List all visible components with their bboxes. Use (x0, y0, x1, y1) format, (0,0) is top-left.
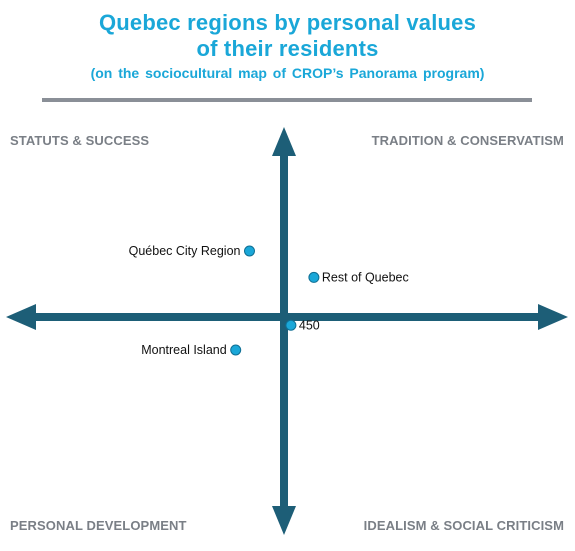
data-point: Rest of Quebec (308, 270, 409, 284)
data-point-label: Rest of Quebec (322, 270, 409, 284)
y-axis-arrow-bottom (272, 506, 296, 535)
data-point-marker (285, 319, 297, 331)
data-point-marker (308, 271, 320, 283)
quadrant-label-top-right: TRADITION & CONSERVATISM (371, 133, 564, 148)
x-axis-arrow-right (538, 304, 568, 330)
data-point-marker (244, 245, 255, 257)
data-point: Québec City Region (129, 244, 255, 258)
y-axis-arrow-top (272, 127, 296, 156)
data-point: Montreal Island (141, 343, 242, 357)
data-point-marker (230, 344, 242, 356)
x-axis-arrow-left (6, 304, 36, 330)
quadrant-label-bottom-right: IDEALISM & SOCIAL CRITICISM (363, 518, 564, 533)
data-point: 450 (285, 318, 320, 332)
quadrant-label-bottom-left: PERSONAL DEVELOPMENT (10, 518, 187, 533)
data-point-label: Montreal Island (141, 343, 227, 357)
data-point-label: Québec City Region (129, 244, 241, 258)
chart-subtitle: (on the sociocultural map of CROP’s Pano… (90, 65, 485, 81)
chart-title: Quebec regions by personal values of the… (0, 10, 575, 82)
quadrant-label-top-left: STATUTS & SUCCESS (10, 133, 150, 148)
data-point-label: 450 (299, 318, 320, 332)
title-line-2: of their residents (196, 36, 379, 61)
axes (6, 127, 568, 535)
data-points: Québec City Region Rest of Quebec 450 Montr… (129, 244, 409, 357)
title-line-1: Quebec regions by personal values (98, 10, 477, 35)
title-divider (42, 98, 532, 102)
